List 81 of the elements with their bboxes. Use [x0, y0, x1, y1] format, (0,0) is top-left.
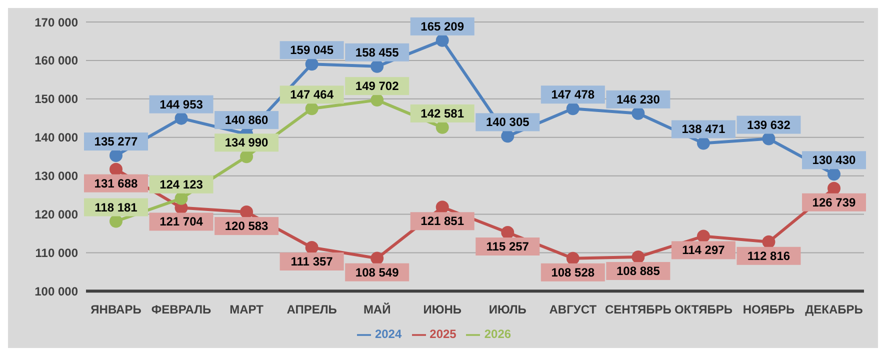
y-tick-label: 120 000 — [34, 208, 78, 222]
x-tick-label: ДЕКАБРЬ — [805, 302, 864, 317]
point — [762, 132, 776, 146]
legend-label: 2024 — [374, 327, 402, 342]
data-label: 147 464 — [290, 88, 334, 102]
point — [174, 112, 188, 125]
data-label: 139 632 — [747, 118, 791, 132]
data-label: 126 739 — [812, 195, 856, 210]
point — [501, 130, 514, 143]
x-tick-label: АПРЕЛЬ — [286, 302, 338, 317]
point — [174, 192, 188, 205]
data-label: 149 702 — [355, 79, 400, 94]
data-label: 120 583 — [224, 219, 269, 234]
x-tick-label: МАЙ — [363, 302, 391, 317]
data-label: 118 181 — [94, 200, 138, 214]
point — [370, 94, 384, 107]
data-label: 112 816 — [747, 248, 790, 263]
x-tick-label: ИЮНЬ — [423, 302, 462, 317]
y-tick-label: 170 000 — [34, 15, 78, 30]
point — [110, 214, 122, 228]
point — [696, 230, 710, 243]
data-label: 138 471 — [682, 122, 726, 136]
data-label: 115 257 — [486, 240, 530, 254]
y-tick-label: 130 000 — [34, 169, 78, 184]
y-tick-label: 140 000 — [34, 130, 78, 145]
x-tick-label: МАРТ — [230, 302, 264, 317]
point — [632, 250, 645, 264]
point — [762, 235, 776, 248]
legend-label: 2026 — [484, 327, 512, 342]
data-label: 134 990 — [224, 136, 269, 150]
data-label: 158 455 — [355, 45, 400, 60]
data-label: 147 478 — [551, 88, 595, 102]
data-label: 114 297 — [682, 243, 726, 258]
point — [436, 120, 449, 134]
data-label: 121 851 — [420, 214, 464, 228]
point — [828, 168, 840, 181]
x-tick-label: АВГУСТ — [549, 302, 598, 317]
point — [566, 102, 580, 116]
data-label: 165 209 — [420, 19, 464, 34]
y-tick-label: 160 000 — [34, 54, 78, 68]
point — [370, 60, 384, 73]
data-label: 144 953 — [160, 97, 204, 112]
point — [501, 226, 514, 240]
point — [566, 252, 580, 265]
data-label: 140 860 — [224, 113, 269, 128]
data-label: 130 430 — [812, 153, 856, 168]
x-tick-label: ЯНВАРЬ — [90, 302, 142, 317]
data-label: 124 123 — [160, 177, 204, 192]
data-label: 111 357 — [290, 254, 334, 268]
point — [828, 182, 840, 195]
data-label: 108 549 — [355, 265, 400, 280]
legend-label: 2025 — [430, 327, 456, 342]
point — [632, 106, 645, 120]
data-label: 159 045 — [290, 43, 334, 58]
data-label: 131 688 — [94, 176, 138, 190]
y-tick-label: 110 000 — [35, 246, 78, 260]
data-label: 121 704 — [160, 214, 204, 229]
point — [305, 241, 318, 254]
point — [305, 58, 318, 71]
y-tick-label: 150 000 — [34, 92, 78, 106]
point — [436, 34, 449, 47]
point — [436, 200, 449, 214]
point — [110, 149, 122, 162]
x-tick-label: ОКТЯБРЬ — [674, 302, 733, 317]
point — [240, 150, 254, 164]
data-label: 108 528 — [551, 265, 595, 280]
x-tick-label: СЕНТЯБРЬ — [604, 302, 672, 317]
point — [240, 206, 254, 219]
point — [305, 102, 318, 116]
x-tick-label: ИЮЛЬ — [488, 302, 527, 317]
data-label: 146 230 — [616, 92, 660, 106]
y-tick-label: 100 000 — [34, 284, 78, 298]
data-label: 140 305 — [486, 115, 530, 130]
point — [110, 162, 122, 176]
data-label: 142 581 — [420, 106, 464, 120]
point — [370, 252, 384, 265]
point — [696, 136, 710, 150]
data-label: 108 885 — [616, 264, 660, 278]
x-tick-label: НОЯБРЬ — [742, 302, 795, 317]
x-tick-label: ФЕВРАЛЬ — [151, 302, 212, 317]
data-label: 135 277 — [94, 134, 138, 149]
